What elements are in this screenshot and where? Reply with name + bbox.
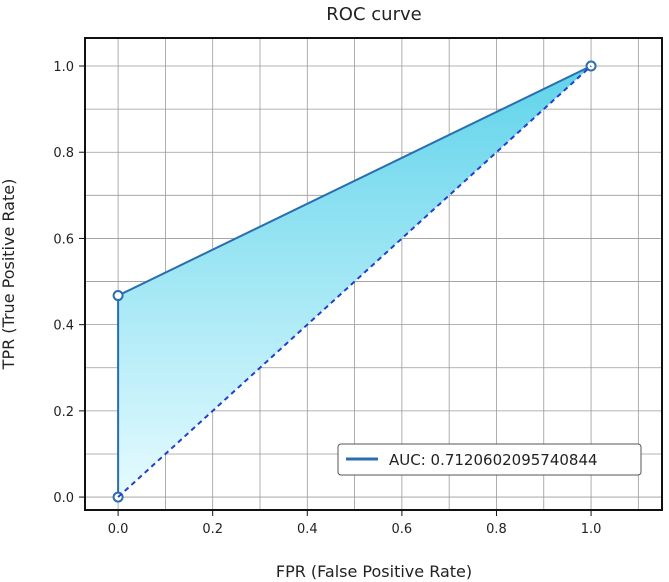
x-tick-label: 0.8 bbox=[486, 522, 507, 537]
plot-frame bbox=[84, 37, 663, 511]
x-tick-label: 0.0 bbox=[108, 522, 129, 537]
diagonal-reference-line bbox=[117, 65, 592, 498]
x-tick-label: 1.0 bbox=[581, 522, 602, 537]
roc-point-marker bbox=[112, 290, 124, 302]
legend-label: AUC: 0.7120602095740844 bbox=[389, 451, 598, 469]
x-axis-title: FPR (False Positive Rate) bbox=[276, 562, 472, 581]
y-tick-label: 0.6 bbox=[53, 232, 74, 247]
x-tick-label: 0.4 bbox=[297, 522, 318, 537]
x-tick-label: 0.2 bbox=[202, 522, 223, 537]
y-tick-label: 0.2 bbox=[53, 405, 74, 420]
y-tick-label: 0.4 bbox=[53, 319, 74, 334]
y-tick-label: 0.8 bbox=[53, 146, 74, 161]
x-tick-label: 0.6 bbox=[392, 522, 413, 537]
legend-box bbox=[337, 443, 642, 476]
y-axis-title: TPR (True Positive Rate) bbox=[0, 179, 18, 371]
series-layer bbox=[112, 60, 597, 503]
legend: AUC: 0.7120602095740844 bbox=[337, 443, 642, 476]
chart-title: ROC curve bbox=[326, 4, 421, 25]
y-tick-label: 0.0 bbox=[53, 491, 74, 506]
y-axis-ticks: 0.0 0.2 0.4 0.6 0.8 1.0 bbox=[53, 60, 85, 506]
y-tick-label: 1.0 bbox=[53, 60, 74, 75]
x-axis-ticks: 0.0 0.2 0.4 0.6 0.8 1.0 bbox=[108, 510, 602, 537]
